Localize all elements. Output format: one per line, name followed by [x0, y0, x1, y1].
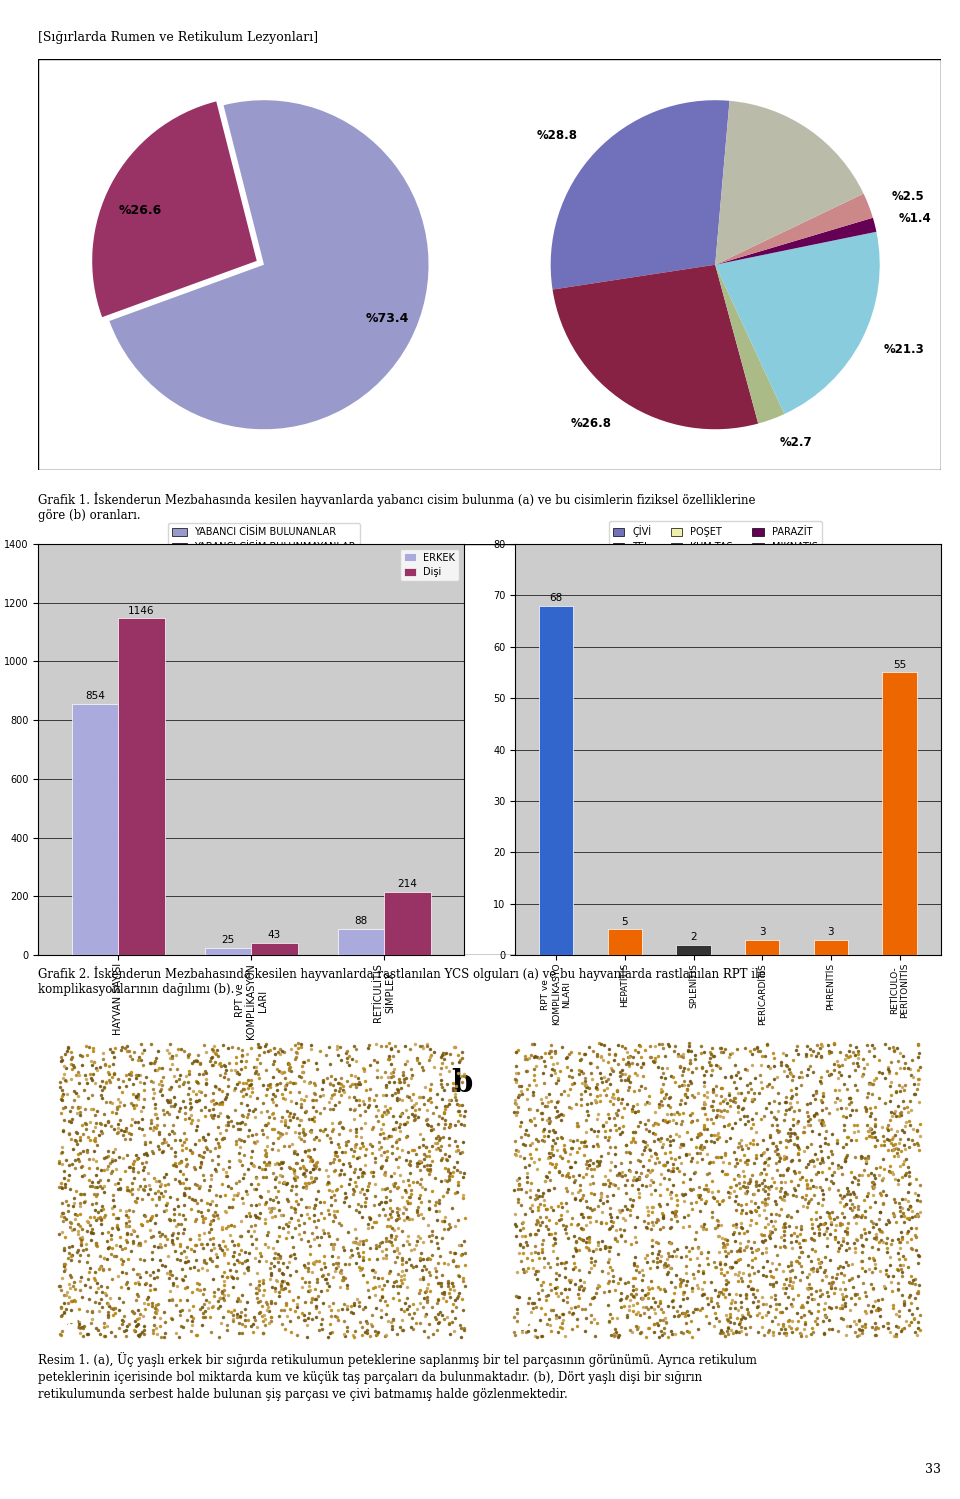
Wedge shape: [553, 265, 758, 429]
Bar: [204, 947, 252, 955]
Text: 1146: 1146: [129, 606, 155, 616]
Text: 55: 55: [893, 660, 906, 670]
Bar: [745, 940, 780, 955]
Wedge shape: [92, 102, 256, 318]
Wedge shape: [715, 232, 879, 414]
Bar: [384, 892, 431, 955]
Legend: YABANCI CİSİM BULUNANLAR, YABANCI CİSİM BULUNMAYANLAR: YABANCI CİSİM BULUNANLAR, YABANCI CİSİM …: [168, 523, 360, 556]
Legend: ERKEK, Dişi: ERKEK, Dişi: [400, 549, 459, 582]
Wedge shape: [715, 193, 873, 265]
Bar: [882, 673, 917, 955]
Text: 3: 3: [828, 928, 834, 937]
Bar: [677, 944, 710, 955]
Text: %1.4: %1.4: [899, 213, 931, 225]
Text: Grafik 1. İskenderun Mezbahasında kesilen hayvanlarda yabancı cisim bulunma (a) : Grafik 1. İskenderun Mezbahasında kesile…: [38, 493, 756, 523]
Wedge shape: [551, 100, 730, 289]
Bar: [252, 943, 298, 955]
Text: b: b: [160, 818, 181, 848]
Bar: [118, 619, 165, 955]
Text: 854: 854: [85, 691, 105, 702]
Text: %26.6: %26.6: [119, 204, 162, 217]
FancyBboxPatch shape: [38, 58, 941, 471]
Text: b: b: [516, 1307, 537, 1336]
Text: Resim 1. (a), Üç yaşlı erkek bir sığırda retikulumun peteklerine saplanmış bir t: Resim 1. (a), Üç yaşlı erkek bir sığırda…: [38, 1352, 757, 1400]
Wedge shape: [715, 265, 784, 424]
Wedge shape: [109, 100, 428, 429]
Text: %21.3: %21.3: [884, 343, 924, 357]
Wedge shape: [715, 217, 876, 265]
Text: %2.7: %2.7: [780, 436, 812, 450]
Text: b: b: [451, 1069, 472, 1099]
Text: 5: 5: [622, 917, 628, 926]
Text: %2.5: %2.5: [892, 190, 924, 202]
Text: %73.4: %73.4: [366, 312, 409, 325]
Text: Grafik 2. İskenderun Mezbahasında kesilen hayvanlarda rastlanılan YCS olguları (: Grafik 2. İskenderun Mezbahasında kesile…: [38, 967, 766, 997]
Text: 88: 88: [354, 916, 368, 926]
Text: 43: 43: [268, 929, 281, 940]
Bar: [72, 705, 118, 955]
Text: 2: 2: [690, 932, 697, 943]
Text: [Sığırlarda Rumen ve Retikulum Lezyonları]: [Sığırlarda Rumen ve Retikulum Lezyonlar…: [38, 30, 319, 43]
Text: 214: 214: [397, 880, 418, 889]
FancyBboxPatch shape: [38, 544, 941, 955]
Text: 33: 33: [924, 1463, 941, 1477]
Bar: [814, 940, 848, 955]
Bar: [608, 929, 642, 955]
Text: 25: 25: [222, 935, 234, 944]
Text: a: a: [60, 1307, 80, 1336]
Text: 3: 3: [759, 928, 766, 937]
Bar: [338, 929, 384, 955]
Legend: ÇİVİ, TEL, POŞET, KUM.TAŞ, PARAZİT, MIKNATIS: ÇİVİ, TEL, POŞET, KUM.TAŞ, PARAZİT, MIKN…: [609, 522, 822, 556]
Wedge shape: [715, 100, 864, 265]
Text: %28.8: %28.8: [537, 129, 577, 142]
Bar: [540, 606, 573, 955]
Text: %26.8: %26.8: [571, 417, 612, 430]
Text: 68: 68: [550, 594, 563, 603]
